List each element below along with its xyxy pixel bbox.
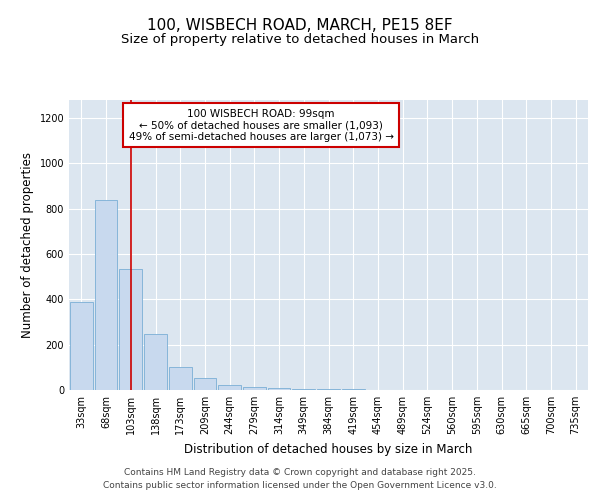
Y-axis label: Number of detached properties: Number of detached properties: [21, 152, 34, 338]
Bar: [194, 378, 216, 390]
X-axis label: Distribution of detached houses by size in March: Distribution of detached houses by size …: [184, 442, 473, 456]
Bar: [169, 368, 191, 390]
Bar: [268, 388, 290, 390]
Text: Contains public sector information licensed under the Open Government Licence v3: Contains public sector information licen…: [103, 482, 497, 490]
Text: Contains HM Land Registry data © Crown copyright and database right 2025.: Contains HM Land Registry data © Crown c…: [124, 468, 476, 477]
Bar: [119, 269, 142, 390]
Text: 100, WISBECH ROAD, MARCH, PE15 8EF: 100, WISBECH ROAD, MARCH, PE15 8EF: [147, 18, 453, 32]
Bar: [95, 200, 118, 390]
Bar: [144, 334, 167, 390]
Bar: [70, 302, 93, 390]
Bar: [218, 386, 241, 390]
Bar: [292, 389, 315, 390]
Bar: [243, 386, 266, 390]
Bar: [317, 389, 340, 390]
Text: Size of property relative to detached houses in March: Size of property relative to detached ho…: [121, 32, 479, 46]
Text: 100 WISBECH ROAD: 99sqm
← 50% of detached houses are smaller (1,093)
49% of semi: 100 WISBECH ROAD: 99sqm ← 50% of detache…: [128, 108, 394, 142]
